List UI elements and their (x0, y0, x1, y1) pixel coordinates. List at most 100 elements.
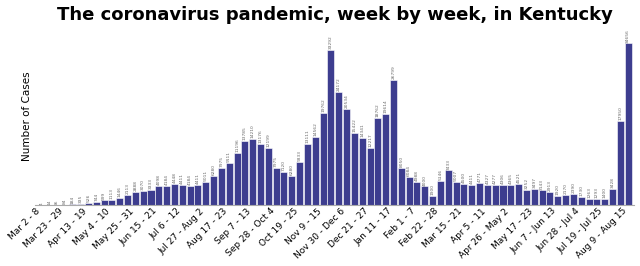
Text: 3143: 3143 (540, 178, 544, 190)
Text: 4365: 4365 (509, 173, 513, 184)
Text: 4184: 4184 (188, 174, 192, 185)
Text: 4000: 4000 (423, 174, 427, 186)
Bar (609, 189, 616, 205)
Text: 84: 84 (63, 199, 67, 205)
Text: 7975: 7975 (220, 156, 223, 167)
Bar (288, 176, 295, 205)
Bar (296, 162, 303, 205)
Bar (171, 184, 178, 205)
Text: 3497: 3497 (532, 177, 536, 188)
Bar (273, 168, 280, 205)
Bar (343, 109, 350, 205)
Bar (601, 199, 608, 205)
Bar (195, 185, 202, 205)
Bar (476, 183, 483, 205)
Text: 14210: 14210 (251, 124, 255, 138)
Text: 335: 335 (79, 194, 83, 203)
Bar (617, 121, 624, 205)
Text: 1446: 1446 (118, 186, 122, 197)
Text: 34656: 34656 (626, 29, 630, 43)
Bar (351, 133, 358, 205)
Text: 4: 4 (40, 202, 44, 205)
Text: 15422: 15422 (353, 118, 356, 132)
Text: 1900: 1900 (431, 184, 435, 195)
Text: 1263: 1263 (587, 187, 591, 198)
Bar (234, 153, 241, 205)
Text: 4988: 4988 (415, 170, 419, 181)
Y-axis label: Number of Cases: Number of Cases (22, 72, 33, 161)
Text: 3252: 3252 (525, 178, 529, 189)
Text: 1920: 1920 (556, 184, 560, 195)
Bar (147, 190, 154, 205)
Bar (374, 118, 381, 205)
Bar (484, 185, 491, 205)
Bar (280, 172, 287, 205)
Text: 526: 526 (86, 193, 90, 202)
Text: 18762: 18762 (376, 103, 380, 117)
Text: 9111: 9111 (227, 151, 231, 162)
Bar (445, 171, 452, 205)
Bar (93, 202, 100, 205)
Bar (328, 50, 335, 205)
Text: 6084: 6084 (407, 165, 411, 176)
Bar (163, 186, 170, 205)
Bar (398, 168, 405, 205)
Text: 2113: 2113 (125, 183, 129, 194)
Text: 2913: 2913 (548, 180, 552, 191)
Text: 999: 999 (102, 191, 106, 200)
Text: 26799: 26799 (392, 65, 396, 79)
Bar (358, 138, 365, 205)
Text: 13111: 13111 (305, 129, 310, 143)
Bar (226, 163, 233, 205)
Bar (85, 203, 92, 205)
Text: 19614: 19614 (383, 99, 388, 113)
Bar (77, 203, 84, 205)
Text: 7120: 7120 (282, 160, 286, 171)
Bar (132, 192, 139, 205)
Bar (406, 177, 413, 205)
Text: 4327: 4327 (485, 173, 490, 184)
Bar (570, 194, 577, 205)
Bar (179, 185, 186, 205)
Text: 24172: 24172 (337, 78, 340, 92)
Text: 19762: 19762 (321, 98, 325, 112)
Bar (108, 200, 115, 205)
Text: 1730: 1730 (579, 185, 583, 196)
Text: 12217: 12217 (368, 134, 372, 147)
Text: 4306: 4306 (501, 173, 505, 184)
Text: 4448: 4448 (172, 172, 177, 184)
Bar (257, 144, 264, 205)
Bar (124, 195, 131, 205)
Bar (421, 186, 428, 205)
Text: 11196: 11196 (235, 138, 239, 152)
Bar (156, 186, 163, 205)
Bar (531, 189, 538, 205)
Text: 4184: 4184 (164, 174, 168, 185)
Text: 4277: 4277 (493, 173, 497, 184)
Text: 8050: 8050 (399, 156, 403, 167)
Text: 5007: 5007 (454, 170, 458, 181)
Bar (460, 184, 467, 205)
Bar (312, 137, 319, 205)
Text: 17950: 17950 (618, 107, 622, 120)
Text: 2888: 2888 (133, 180, 138, 191)
Bar (452, 182, 460, 205)
Bar (69, 204, 76, 205)
Bar (116, 198, 124, 205)
Text: 744: 744 (94, 193, 98, 201)
Text: 20534: 20534 (344, 94, 349, 109)
Bar (554, 196, 561, 205)
Bar (515, 184, 522, 205)
Bar (202, 182, 209, 205)
Bar (319, 113, 326, 205)
Bar (468, 185, 476, 205)
Bar (413, 182, 420, 205)
Text: 4411: 4411 (196, 173, 200, 184)
Text: 14562: 14562 (313, 122, 317, 136)
Bar (492, 185, 499, 205)
Bar (523, 190, 530, 205)
Text: 1293: 1293 (595, 187, 599, 198)
Text: 184: 184 (71, 196, 75, 204)
Bar (241, 141, 248, 205)
Text: 4411: 4411 (470, 173, 474, 184)
